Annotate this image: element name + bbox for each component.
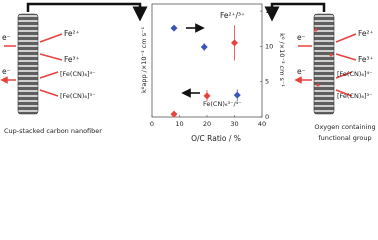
- right-diagram: e⁻ e⁻ Fe²⁺ Fe³⁺ [Fe(CN)₆]⁴⁻ [Fe(CN)₆]³⁻ …: [264, 2, 376, 142]
- caption: functional group: [318, 134, 371, 142]
- x-tick-label: 40: [258, 120, 266, 128]
- nanofiber: [313, 13, 335, 115]
- species-label: Fe³⁺: [358, 55, 374, 64]
- chart: O/C Ratio / % k⁰app /×10⁻³ cm s⁻¹ k⁰ /×1…: [140, 3, 286, 143]
- transfer-arrows: [298, 33, 357, 97]
- y2-tick-label: 10: [265, 42, 273, 50]
- species-label: [Fe(CN)₆]³⁻: [60, 92, 96, 100]
- point: [170, 110, 178, 118]
- electron-label: e⁻: [297, 67, 306, 76]
- electron-label: e⁻: [297, 33, 306, 42]
- species-label: Fe³⁺: [64, 55, 80, 64]
- y2-tick-label: 0: [265, 113, 269, 121]
- annotation: Fe²⁺/³⁺: [220, 11, 245, 20]
- electron-label: e⁻: [2, 33, 11, 42]
- x-axis-title: O/C Ratio / %: [191, 134, 241, 143]
- point: [170, 24, 178, 32]
- point: [203, 92, 211, 100]
- x-tick-label: 30: [230, 120, 238, 128]
- caption: Cup-stacked carbon nanofiber: [4, 127, 102, 135]
- left-diagram: e⁻ e⁻ Fe²⁺ Fe³⁺ [Fe(CN)₆]⁴⁻ [Fe(CN)₆]³⁻ …: [2, 2, 148, 135]
- point: [231, 39, 238, 47]
- annotation: Fe(CN)₆³⁻/⁴⁻: [203, 100, 242, 108]
- species-label: [Fe(CN)₆]⁴⁻: [60, 70, 96, 78]
- y2-axis-title: k⁰ /×10⁻³ cm s⁻¹: [278, 33, 286, 87]
- x-tick-label: 20: [203, 120, 211, 128]
- transfer-arrows: [4, 33, 63, 97]
- species-label: Fe²⁺: [64, 29, 80, 38]
- connector-arrow: [264, 2, 326, 22]
- point: [233, 91, 241, 99]
- figure: e⁻ e⁻ Fe²⁺ Fe³⁺ [Fe(CN)₆]⁴⁻ [Fe(CN)₆]³⁻ …: [0, 2, 376, 143]
- connector-arrow: [26, 2, 148, 22]
- species-label: [Fe(CN)₆]⁴⁻: [337, 70, 373, 78]
- y-axis-title: k⁰app /×10⁻³ cm s⁻¹: [140, 27, 148, 93]
- x-tick-label: 10: [175, 120, 183, 128]
- nanofiber: [17, 13, 39, 115]
- x-tick-label: 0: [150, 120, 154, 128]
- species-label: [Fe(CN)₆]³⁻: [337, 92, 373, 100]
- y2-tick-label: 15: [265, 7, 273, 15]
- electron-label: e⁻: [2, 67, 11, 76]
- caption: Oxygen containing: [314, 123, 375, 131]
- species-label: Fe²⁺: [358, 29, 374, 38]
- y2-tick-label: 5: [265, 78, 269, 86]
- point: [200, 43, 208, 51]
